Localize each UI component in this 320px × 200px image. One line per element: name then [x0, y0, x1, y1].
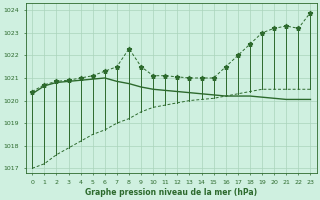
- X-axis label: Graphe pression niveau de la mer (hPa): Graphe pression niveau de la mer (hPa): [85, 188, 257, 197]
